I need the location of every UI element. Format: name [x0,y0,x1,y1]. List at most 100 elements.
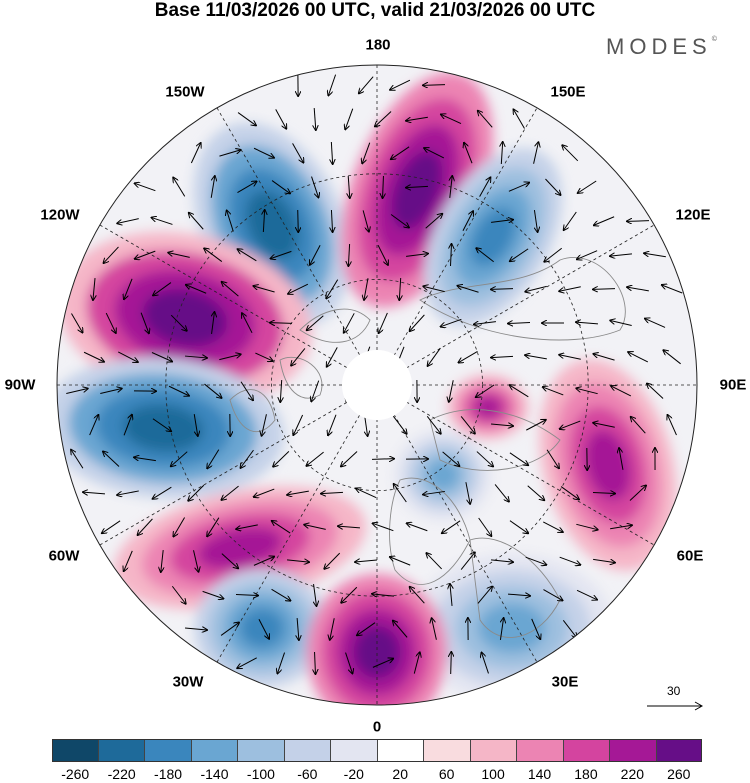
wind-arrow [152,218,173,225]
wind-arrow [288,283,309,294]
wind-arrow [543,589,562,601]
wind-arrow [193,414,198,436]
wind-arrow [364,278,369,300]
wind-arrow [307,315,324,330]
wind-arrow [451,652,452,675]
wind-arrow [152,418,171,431]
wind-arrow [390,214,409,228]
wind-arrow [188,484,205,501]
wind-arrow [390,557,411,566]
wind-arrow [275,109,287,128]
wind-arrow [204,383,221,398]
wind-arrow [559,355,581,360]
wind-arrow [407,523,428,532]
map-disc [57,65,697,705]
wind-arrow [406,186,429,187]
wind-arrow [593,354,615,361]
wind-arrow [237,657,257,668]
wind-arrow [544,247,563,261]
wind-arrow [450,176,452,198]
wind-arrow [510,385,529,398]
wind-arrow [83,492,106,494]
coastline [229,389,276,433]
wind-arrow [543,521,563,532]
reference-vector: 30 [645,684,705,714]
wind-arrow [619,448,624,470]
wind-arrow [610,525,632,530]
wind-arrow [263,210,264,233]
wind-arrow [546,449,559,469]
wind-arrow [171,585,185,603]
lon-label-60w: 60W [48,547,80,565]
wind-arrow [304,525,326,530]
wind-arrow [594,216,615,226]
wind-arrow [610,254,632,256]
wind-arrow [441,114,462,125]
wind-arrow [423,491,445,494]
wind-arrow [222,282,239,297]
wind-arrow [373,523,394,532]
wind-arrow [240,381,253,400]
wind-arrow [102,520,121,533]
wind-arrow [153,282,172,296]
brand-mark: © [711,36,717,43]
colorbar-swatch [656,739,702,762]
wind-arrow [311,380,320,402]
wind-arrow [253,557,274,566]
wind-arrow [207,449,220,469]
wind-arrow [593,558,615,562]
wind-arrow [458,351,478,362]
wind-arrow [413,652,419,674]
anomaly-contour [239,608,285,648]
wind-arrow [545,178,560,195]
wind-arrow [202,590,224,598]
wind-arrow [173,178,186,197]
wind-arrow [219,150,240,157]
wind-arrow [341,451,358,467]
colorbar-swatch [331,739,378,762]
wind-arrow [362,142,371,164]
wind-arrow [311,176,319,198]
colorbar-swatch [424,739,471,762]
lon-label-150w: 150W [165,83,205,101]
wind-arrow [464,143,473,164]
brand-name: MODES [606,34,712,59]
wind-arrow [324,552,341,569]
wind-arrow [424,148,445,159]
coastline [299,308,371,343]
wind-arrow [644,253,666,258]
wind-arrow [66,389,87,394]
wind-arrow [592,493,615,494]
anomaly-contour [353,625,401,679]
wind-arrow [100,389,121,394]
wind-arrow [270,323,293,324]
wind-arrow [627,221,650,222]
wind-arrow [227,211,234,232]
wind-arrow [328,414,337,435]
wind-arrow [449,380,454,402]
wind-arrow [124,278,133,299]
wind-arrow [610,320,632,327]
wind-arrow [426,416,440,433]
colorbar-swatch [98,739,145,762]
wind-arrow [153,486,172,499]
wind-arrow [525,285,547,291]
colorbar-tick-label: -220 [107,766,136,782]
anomaly-contour [474,396,502,418]
wind-arrow [509,520,528,534]
wind-arrow [221,485,239,500]
wind-arrow [629,485,646,501]
wind-arrow [442,520,461,533]
anomaly-contour [142,289,228,347]
wind-arrow [562,619,576,637]
wind-arrow [255,352,272,361]
wind-arrow [193,550,199,571]
wind-arrow [490,424,513,426]
wind-arrow [410,587,425,604]
wind-arrow [593,289,616,290]
wind-arrow [562,145,579,162]
wind-arrow [526,420,545,431]
lon-label-180: 180 [365,36,391,54]
wind-arrow [242,313,253,334]
wind-arrow [161,550,163,572]
